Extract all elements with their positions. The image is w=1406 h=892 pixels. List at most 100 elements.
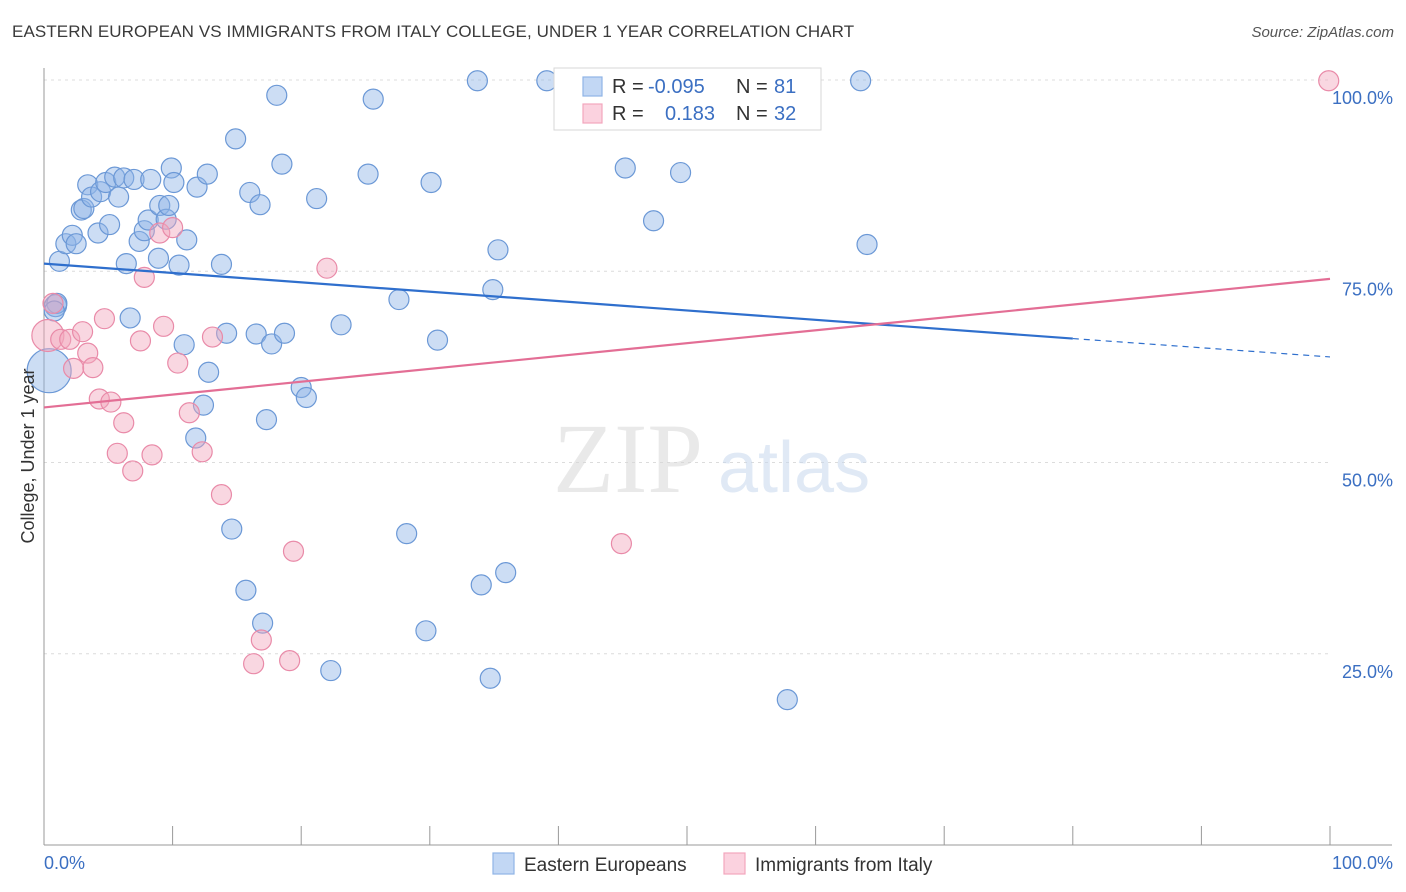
point-eastern-europeans (168, 254, 190, 276)
legend-n-label-2: N = (736, 103, 768, 125)
point-eastern-europeans (128, 230, 150, 253)
point-eastern-europeans (210, 253, 233, 275)
point-immigrants-italy (149, 222, 171, 244)
point-eastern-europeans (388, 288, 410, 311)
point-immigrants-italy (610, 532, 633, 555)
point-immigrants-italy (201, 326, 224, 348)
point-eastern-europeans (48, 250, 71, 272)
point-immigrants-italy (316, 257, 338, 279)
point-immigrants-italy (93, 308, 116, 330)
point-immigrants-italy (279, 650, 301, 672)
point-immigrants-italy (191, 441, 213, 463)
chart-title: EASTERN EUROPEAN VS IMMIGRANTS FROM ITAL… (12, 22, 855, 41)
point-immigrants-italy (82, 357, 104, 379)
watermark-atlas: atlas (718, 428, 870, 508)
legend-n-value-2: 32 (774, 103, 796, 125)
legend-swatch-eastern-europeans (582, 76, 603, 97)
point-eastern-europeans (470, 574, 492, 596)
point-eastern-europeans (140, 168, 162, 191)
point-immigrants-italy (282, 540, 305, 562)
y-tick-labels: 25.0% 50.0% 75.0% 100.0% (1332, 88, 1393, 682)
point-eastern-europeans (26, 348, 72, 394)
point-immigrants-italy (122, 460, 144, 482)
legend-n-value-1: 81 (774, 76, 796, 98)
point-eastern-europeans (176, 229, 198, 251)
point-eastern-europeans (198, 361, 220, 383)
point-eastern-europeans (252, 612, 274, 634)
point-immigrants-italy (106, 442, 128, 464)
legend-n-label-1: N = (736, 76, 768, 98)
trend-layer (43, 262, 1331, 409)
point-eastern-europeans (173, 334, 195, 356)
point-eastern-europeans (77, 174, 99, 196)
point-immigrants-italy (243, 653, 265, 675)
point-immigrants-italy (62, 357, 85, 380)
bottom-legend-swatch-immigrants-italy (723, 852, 746, 875)
point-eastern-europeans (362, 88, 384, 110)
y-tick-label-100: 100.0% (1332, 88, 1393, 108)
point-immigrants-italy (141, 444, 163, 466)
trend-line-eastern-europeans (43, 262, 1073, 340)
axes (43, 68, 1392, 846)
point-eastern-europeans (119, 307, 141, 329)
point-eastern-europeans (185, 427, 207, 449)
point-eastern-europeans (107, 186, 130, 208)
point-eastern-europeans (330, 314, 352, 336)
point-eastern-europeans (466, 70, 488, 92)
point-eastern-europeans (306, 187, 328, 210)
point-eastern-europeans (420, 171, 442, 194)
watermark: ZIP atlas (553, 403, 870, 514)
point-eastern-europeans (158, 194, 180, 217)
point-eastern-europeans (149, 194, 171, 217)
point-eastern-europeans (73, 197, 95, 220)
bottom-legend: Eastern Europeans Immigrants from Italy (492, 852, 933, 876)
x-tick-label-max: 100.0% (1332, 853, 1393, 873)
point-immigrants-italy (167, 352, 189, 374)
point-eastern-europeans (196, 163, 218, 185)
point-eastern-europeans (669, 161, 692, 184)
source-label: Source: ZipAtlas.com (1251, 24, 1394, 41)
point-immigrants-italy (129, 330, 152, 352)
point-immigrants-italy (113, 412, 135, 434)
point-eastern-europeans (487, 239, 509, 261)
bottom-legend-swatch-eastern-europeans (492, 852, 515, 875)
point-eastern-europeans (495, 562, 517, 584)
point-eastern-europeans (273, 322, 296, 344)
legend-r-label-2: R = (612, 103, 644, 125)
legend-r-label-1: R = (612, 76, 644, 98)
point-eastern-europeans (776, 689, 798, 711)
watermark-zip: ZIP (553, 403, 703, 514)
point-eastern-europeans (249, 194, 271, 216)
point-immigrants-italy (1318, 70, 1340, 92)
y-tick-label-75: 75.0% (1342, 279, 1393, 299)
point-eastern-europeans (479, 667, 501, 689)
point-immigrants-italy (152, 315, 175, 337)
point-immigrants-italy (59, 328, 81, 350)
gridlines (44, 79, 1330, 655)
point-eastern-europeans (163, 171, 185, 194)
point-immigrants-italy (210, 484, 233, 506)
point-eastern-europeans (396, 523, 418, 545)
point-eastern-europeans (98, 213, 121, 236)
point-eastern-europeans (221, 518, 243, 540)
y-axis-label: College, Under 1 year (18, 368, 38, 543)
point-immigrants-italy (31, 318, 65, 353)
points-layer (26, 70, 1340, 711)
x-ticks (43, 826, 1331, 845)
point-immigrants-italy (42, 292, 64, 314)
point-immigrants-italy (50, 328, 72, 350)
legend-r-value-2: 0.183 (665, 103, 715, 125)
point-eastern-europeans (850, 70, 872, 92)
point-immigrants-italy (71, 321, 94, 343)
point-eastern-europeans (266, 84, 288, 106)
point-eastern-europeans (87, 222, 109, 244)
trend-line-immigrants-italy (43, 277, 1331, 409)
point-eastern-europeans (255, 409, 278, 431)
bottom-legend-label-immigrants-italy: Immigrants from Italy (755, 855, 933, 876)
point-eastern-europeans (642, 210, 665, 232)
point-eastern-europeans (235, 579, 257, 601)
point-immigrants-italy (178, 402, 200, 424)
x-tick-label-min: 0.0% (44, 853, 85, 873)
point-eastern-europeans (65, 233, 87, 255)
